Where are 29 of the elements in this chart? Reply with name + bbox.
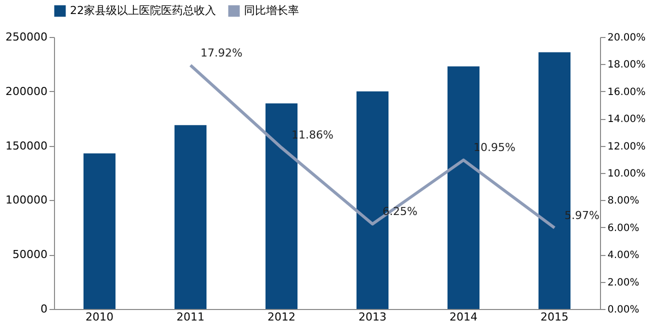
x-tick-label: 2013 [358,310,386,324]
bar [174,125,206,309]
x-tick-label: 2014 [450,310,478,324]
y2-tick-label: 18.00% [608,60,646,71]
x-tick-label: 2015 [540,310,568,324]
data-label: 17.92% [200,46,242,60]
y-tick-label: 0 [40,302,48,316]
y2-tick-label: 14.00% [608,114,646,126]
y-tick-label: 50000 [12,248,48,262]
y2-tick-label: 20.00% [608,32,646,44]
y-tick-label: 150000 [6,139,48,152]
bar [84,153,116,309]
y-tick-label: 250000 [6,30,48,44]
y-tick-label: 200000 [6,84,48,98]
y2-tick-label: 12.00% [608,141,646,152]
legend-label: 同比增长率 [244,4,299,17]
y2-tick-label: 16.00% [608,86,646,98]
x-tick-label: 2011 [176,310,204,324]
y2-tick-label: 6.00% [608,222,640,234]
y2-tick-label: 0.00% [608,304,640,316]
line-series [189,64,556,230]
legend-label: 22家县级以上医院医药总收入 [70,4,216,17]
y2-tick-label: 2.00% [608,277,640,288]
y-tick-label: 100000 [6,194,48,207]
x-tick-label: 2012 [268,310,296,324]
y2-tick-label: 4.00% [608,250,640,262]
y2-tick-label: 10.00% [608,168,646,180]
x-tick-label: 2010 [86,310,114,324]
y2-tick-label: 8.00% [608,196,640,207]
